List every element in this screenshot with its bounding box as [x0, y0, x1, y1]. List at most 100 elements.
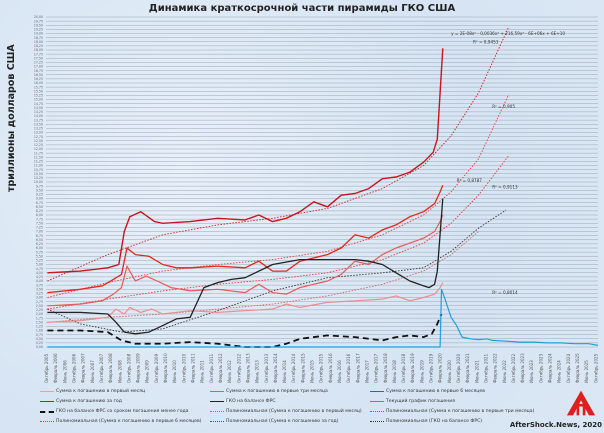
y-tick-label: 0,00: [36, 345, 43, 349]
legend-item: Текущий график погашения: [370, 399, 455, 404]
legend-swatch: [210, 411, 224, 412]
x-tick-label: Октябрь 2011: [209, 353, 214, 383]
credit-text: AfterShock.News, 2020: [509, 421, 602, 429]
y-tick-label: 14,00: [34, 114, 43, 118]
aftershock-logo-icon: [566, 390, 596, 416]
x-tick-label: Октябрь 2015: [319, 353, 324, 383]
x-axis-ticks: Октябрь 2005 Февраль 2006 Июнь 2006 Октябрь…: [44, 353, 598, 383]
trendline: [47, 26, 510, 282]
x-tick-label: Июнь 2006: [62, 360, 67, 383]
y-tick-label: 17,75: [34, 52, 43, 56]
annotation-label: R² = 0,9453: [473, 39, 499, 44]
y-tick-label: 1,00: [36, 329, 43, 333]
x-tick-label: Февраль 2025: [575, 353, 580, 383]
x-tick-label: Февраль 2017: [355, 353, 360, 383]
x-tick-label: Июнь 2007: [90, 360, 95, 383]
x-tick-label: Февраль 2022: [493, 353, 498, 383]
legend-swatch: [40, 410, 54, 413]
y-tick-label: 10,25: [34, 176, 43, 180]
x-tick-label: Октябрь 2021: [483, 353, 488, 383]
legend-item: ГКО на балансе ФРС: [210, 399, 276, 404]
legend-label: Полиномиальная (ГКО на балансе ФРС): [386, 419, 483, 424]
trendline: [47, 209, 507, 333]
x-tick-label: Октябрь 2013: [264, 353, 269, 383]
legend-item: Полиномиальная (Сумма к погашению за год…: [210, 419, 338, 424]
x-tick-label: Февраль 2023: [520, 353, 525, 383]
legend-label: Сумма к погашению в первый месяц: [56, 389, 146, 394]
y-tick-label: 7,75: [36, 217, 43, 221]
y-axis-ticks: 0,000,250,500,751,001,251,501,752,002,25…: [34, 15, 43, 349]
y-tick-label: 19,50: [34, 23, 43, 27]
legend-swatch: [210, 401, 224, 402]
y-tick-label: 5,00: [36, 263, 43, 267]
y-tick-label: 3,00: [36, 296, 43, 300]
y-tick-label: 9,00: [36, 197, 43, 201]
y-tick-label: 13,00: [34, 131, 43, 135]
series-line: [47, 282, 444, 323]
annotations: y = 2E-08x⁵ - 0,0036x⁴ + 216,59x³ - 6E+0…: [451, 31, 565, 295]
y-tick-label: 19,75: [34, 19, 43, 23]
y-tick-label: 4,25: [36, 275, 43, 279]
y-tick-label: 5,75: [36, 250, 43, 254]
y-tick-label: 10,50: [34, 172, 43, 176]
legend-swatch: [210, 421, 224, 422]
x-tick-label: Февраль 2015: [300, 353, 305, 383]
x-tick-label: Октябрь 2014: [291, 353, 296, 383]
x-tick-label: Октябрь 2006: [72, 353, 77, 383]
y-tick-label: 8,50: [36, 205, 43, 209]
series-line: [47, 313, 443, 348]
y-tick-label: 14,25: [34, 110, 43, 114]
y-tick-label: 12,50: [34, 139, 43, 143]
annotation-label: R² = 0,9113: [492, 185, 518, 190]
x-tick-label: Июнь 2014: [282, 360, 287, 383]
x-tick-label: Июнь 2017: [364, 360, 369, 383]
trendlines: [47, 26, 510, 333]
x-tick-label: Октябрь 2016: [346, 353, 351, 383]
x-tick-label: Февраль 2020: [438, 353, 443, 383]
y-tick-label: 14,75: [34, 102, 43, 106]
legend-swatch: [370, 421, 384, 422]
x-tick-label: Октябрь 2010: [181, 353, 186, 383]
y-tick-label: 1,75: [36, 316, 43, 320]
x-tick-label: Февраль 2010: [163, 353, 168, 383]
y-tick-label: 8,25: [36, 209, 43, 213]
legend-swatch: [370, 401, 384, 402]
x-tick-label: Февраль 2011: [191, 353, 196, 383]
y-tick-label: 9,25: [36, 193, 43, 197]
x-tick-label: Октябрь 2005: [44, 353, 49, 383]
y-tick-label: 11,50: [34, 155, 43, 159]
x-tick-label: Февраль 2009: [136, 353, 141, 383]
y-tick-label: 7,00: [36, 230, 43, 234]
x-tick-label: Июнь 2016: [337, 360, 342, 383]
x-tick-label: Февраль 2018: [383, 353, 388, 383]
legend-label: Сумма к погашению в первые 6 месяцев: [386, 389, 485, 394]
x-tick-label: Июнь 2009: [145, 360, 150, 383]
y-tick-label: 12,00: [34, 147, 43, 151]
x-tick-label: Февраль 2007: [81, 353, 86, 383]
y-tick-label: 7,50: [36, 221, 43, 225]
x-tick-label: Октябрь 2025: [593, 353, 598, 383]
x-tick-label: Июнь 2012: [227, 360, 232, 383]
y-tick-label: 5,50: [36, 254, 43, 258]
x-tick-label: Июнь 2019: [419, 360, 424, 383]
y-tick-label: 17,50: [34, 56, 43, 60]
y-tick-label: 16,00: [34, 81, 43, 85]
trendline: [47, 155, 510, 310]
y-tick-label: 18,00: [34, 48, 43, 52]
y-tick-label: 17,25: [34, 61, 43, 65]
y-tick-label: 5,25: [36, 259, 43, 263]
x-tick-label: Октябрь 2020: [456, 353, 461, 383]
y-tick-label: 10,00: [34, 180, 43, 184]
legend-label: Полиномиальная (Сумма к погашению в перв…: [56, 419, 202, 424]
legend-label: Текущий график погашения: [386, 399, 456, 404]
y-tick-label: 2,25: [36, 308, 43, 312]
y-tick-label: 8,75: [36, 201, 43, 205]
x-tick-label: Октябрь 2022: [511, 353, 516, 383]
y-tick-label: 3,75: [36, 283, 43, 287]
annotation-label: R² = 0,8014: [492, 290, 518, 295]
x-tick-label: Июнь 2024: [557, 360, 562, 383]
x-tick-label: Февраль 2016: [328, 353, 333, 383]
y-tick-label: 6,25: [36, 242, 43, 246]
legend-item: Полиномиальная (Сумма к погашению в перв…: [370, 409, 534, 414]
x-tick-label: Октябрь 2012: [236, 353, 241, 383]
